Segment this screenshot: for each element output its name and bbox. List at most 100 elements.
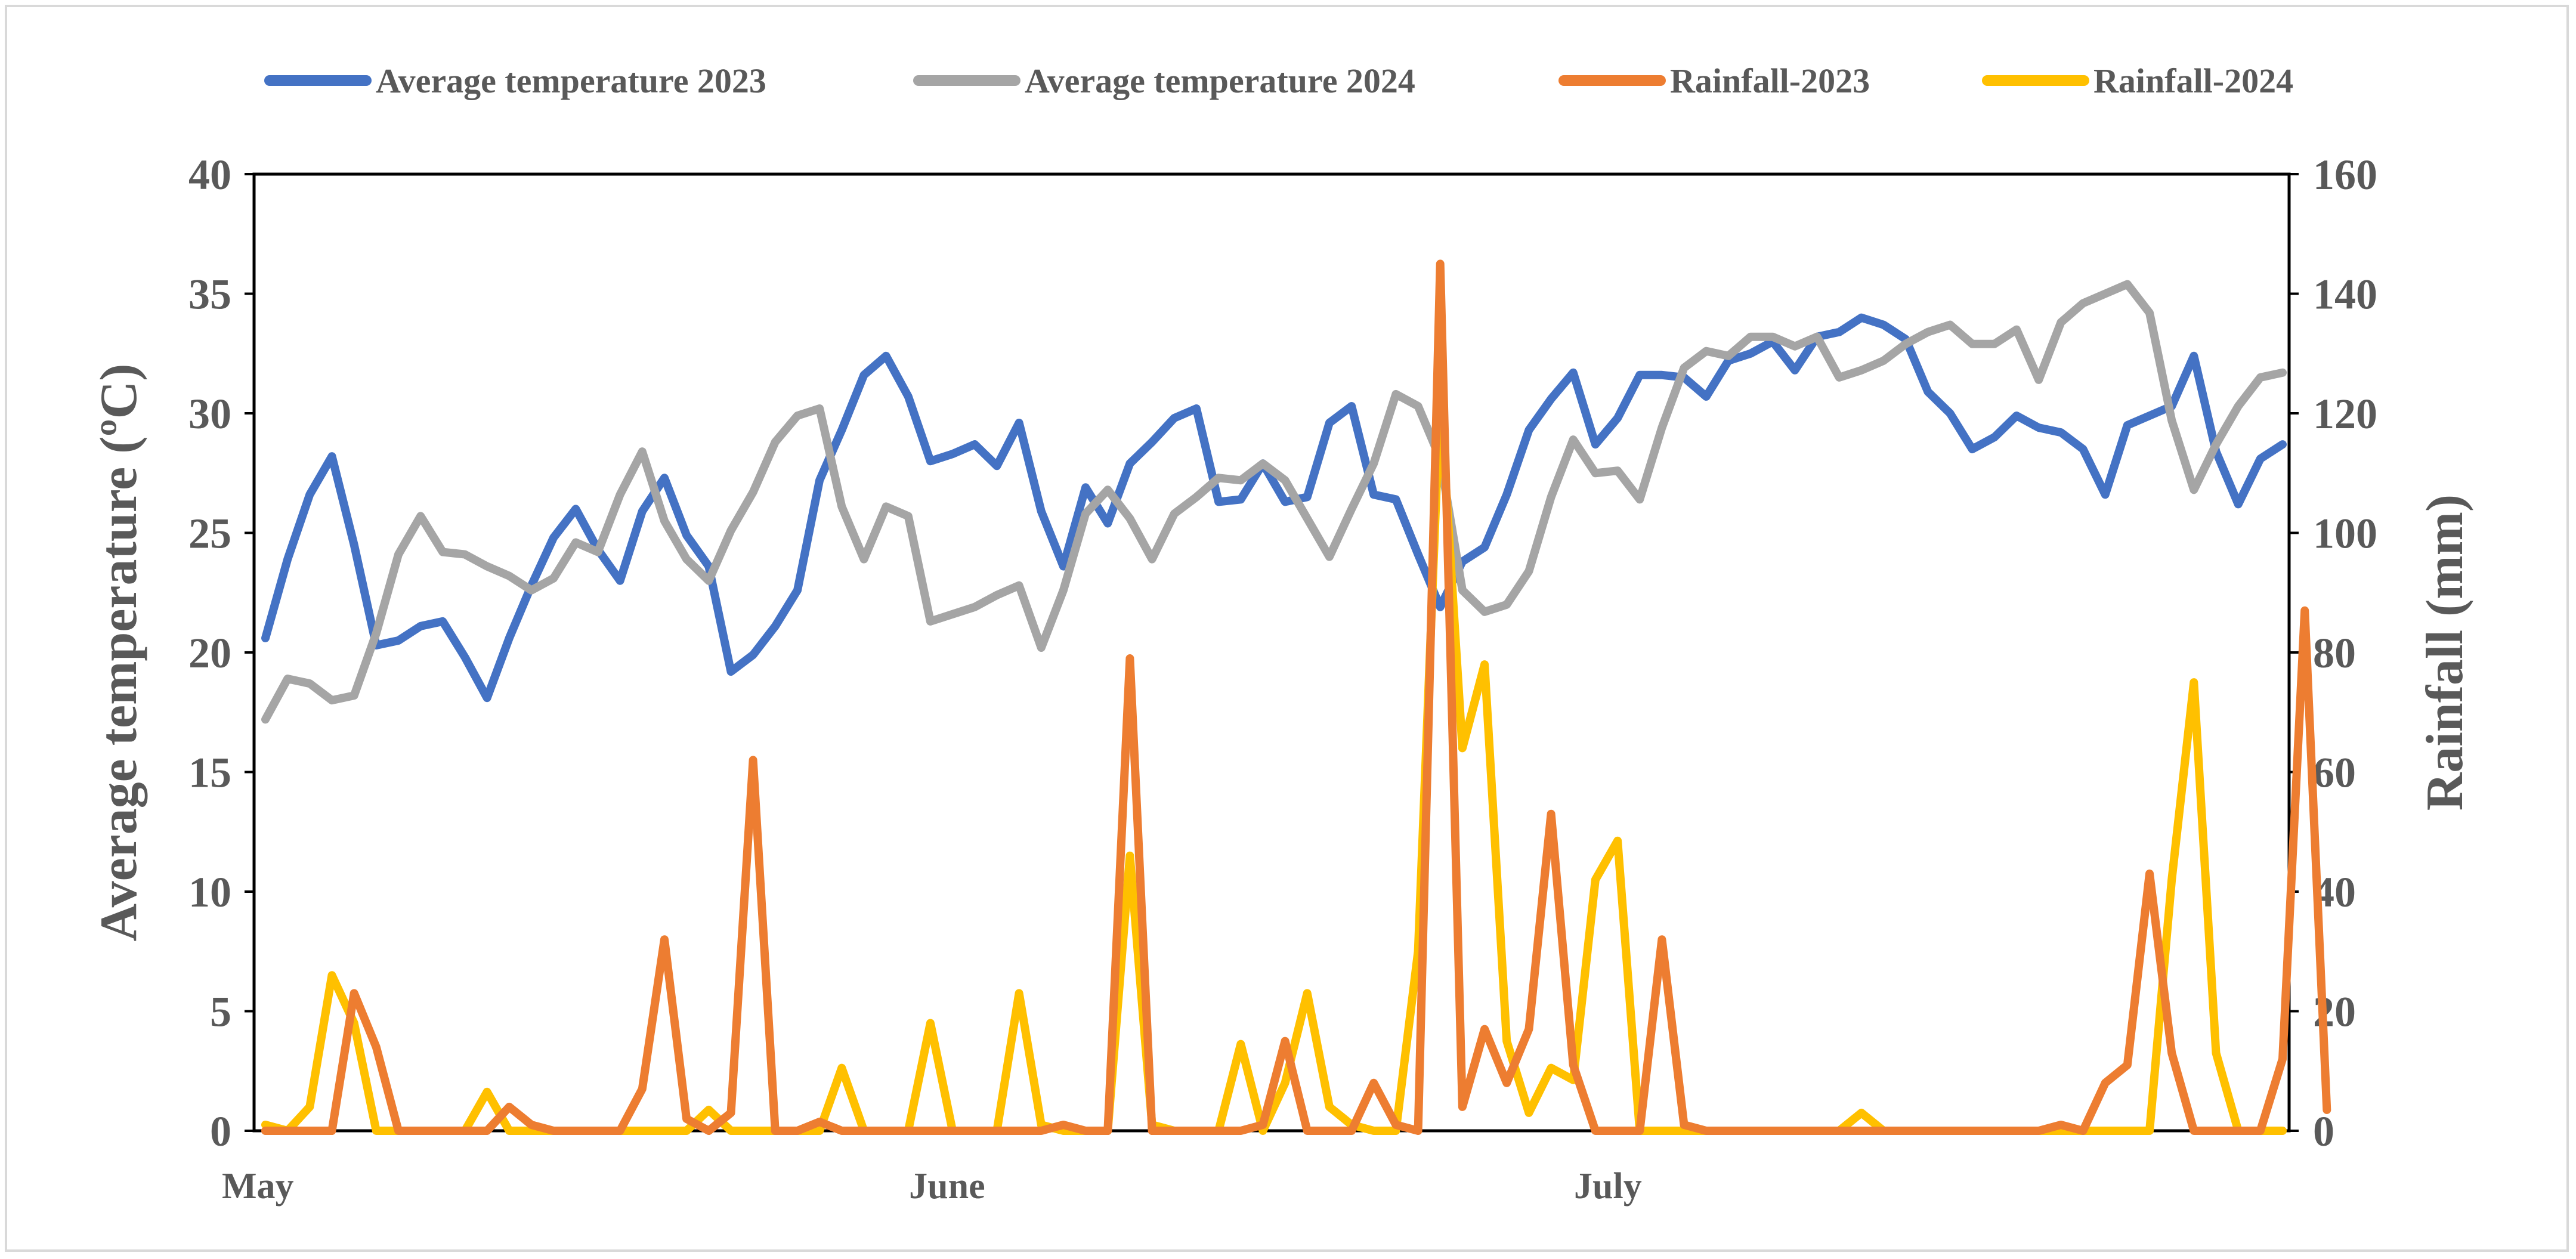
- data-point: [265, 1124, 266, 1125]
- data-point: [575, 508, 576, 509]
- data-point: [376, 1047, 377, 1048]
- right-tick-label: 140: [2313, 271, 2377, 318]
- data-point: [1152, 559, 1153, 560]
- data-point: [1484, 664, 1485, 665]
- data-point: [2016, 1130, 2017, 1131]
- legend-label-rainfall-2023: Rainfall-2023: [1670, 61, 1870, 100]
- data-point: [1218, 477, 1219, 478]
- data-point: [2060, 1124, 2061, 1125]
- data-point: [908, 396, 909, 397]
- data-point: [1994, 1130, 1995, 1131]
- data-point: [996, 595, 997, 596]
- data-point: [1595, 444, 1596, 445]
- data-point: [1883, 360, 1884, 361]
- data-point: [1174, 513, 1175, 514]
- data-point: [1839, 377, 1840, 378]
- data-point: [309, 1106, 310, 1108]
- data-point: [1307, 1130, 1308, 1131]
- data-point: [1351, 406, 1352, 407]
- data-point: [442, 621, 443, 622]
- data-point: [442, 1130, 443, 1131]
- data-point: [1994, 437, 1995, 438]
- data-point: [731, 671, 732, 672]
- data-point: [1285, 1041, 1286, 1042]
- right-tick-label: 100: [2313, 510, 2377, 558]
- data-point: [442, 552, 443, 553]
- data-point: [1440, 607, 1441, 608]
- data-point: [1927, 391, 1928, 392]
- data-point: [1351, 1130, 1352, 1131]
- series-line-average-temperature-2023: [261, 313, 2287, 703]
- data-point: [797, 1130, 798, 1131]
- data-point: [1129, 518, 1130, 519]
- data-point: [1129, 658, 1130, 659]
- data-point: [509, 638, 510, 639]
- data-point: [731, 1130, 732, 1131]
- data-point: [797, 415, 798, 416]
- data-point: [553, 578, 554, 579]
- data-point: [1728, 1130, 1729, 1131]
- data-point: [1395, 1130, 1396, 1131]
- data-point: [1927, 332, 1928, 333]
- data-point: [753, 491, 754, 493]
- data-point: [1972, 448, 1973, 450]
- data-point: [1285, 480, 1286, 481]
- data-point: [1994, 344, 1995, 345]
- data-point: [1085, 1130, 1086, 1131]
- data-point: [1639, 1130, 1640, 1131]
- data-point: [420, 515, 421, 516]
- data-point: [1329, 1130, 1330, 1131]
- month-label-july: July: [1574, 1166, 1642, 1207]
- data-point: [1373, 1082, 1374, 1084]
- data-point: [686, 559, 687, 560]
- data-point: [930, 460, 931, 462]
- data-point: [1129, 855, 1130, 856]
- right-tick-label: 160: [2313, 151, 2377, 199]
- data-point: [1972, 344, 1973, 345]
- data-point: [1085, 487, 1086, 488]
- data-point: [2282, 444, 2283, 445]
- data-point: [2105, 293, 2106, 295]
- data-point: [1794, 1130, 1795, 1131]
- data-point: [1794, 346, 1795, 347]
- data-point: [354, 992, 355, 994]
- data-point: [1019, 992, 1020, 994]
- data-point: [2260, 377, 2261, 378]
- data-point: [1551, 1068, 1552, 1069]
- data-point: [886, 355, 887, 357]
- left-axis-ticks: 0 5 10 15 20 25 30 35 40: [188, 151, 254, 1155]
- data-point: [1839, 332, 1840, 333]
- data-point: [1883, 1130, 1884, 1131]
- data-point: [309, 1130, 310, 1131]
- data-point: [775, 626, 776, 627]
- data-point: [1240, 1044, 1241, 1045]
- data-point: [753, 654, 754, 655]
- data-point: [1063, 590, 1064, 591]
- data-point: [2193, 489, 2194, 490]
- data-point: [2260, 1130, 2261, 1131]
- data-point: [1307, 496, 1308, 497]
- data-point: [1861, 370, 1862, 371]
- left-tick-label: 10: [188, 868, 231, 916]
- data-point: [1972, 1130, 1973, 1131]
- data-point: [1506, 1082, 1507, 1084]
- data-point: [1063, 1130, 1064, 1131]
- data-point: [2060, 1130, 2061, 1131]
- data-point: [1817, 1130, 1818, 1131]
- data-point: [1861, 317, 1862, 318]
- data-point: [1551, 398, 1552, 400]
- data-point: [1174, 417, 1175, 419]
- data-point: [1041, 1130, 1042, 1131]
- data-point: [1240, 1130, 1241, 1131]
- data-point: [1706, 396, 1707, 397]
- data-point: [1395, 394, 1396, 395]
- data-point: [376, 1130, 377, 1131]
- data-point: [841, 1068, 842, 1069]
- data-point: [1950, 324, 1951, 326]
- data-point: [1772, 336, 1773, 338]
- data-point: [2149, 415, 2150, 416]
- data-point: [2171, 1053, 2172, 1054]
- data-point: [1395, 499, 1396, 500]
- data-point: [2238, 1130, 2239, 1131]
- data-point: [531, 1130, 532, 1131]
